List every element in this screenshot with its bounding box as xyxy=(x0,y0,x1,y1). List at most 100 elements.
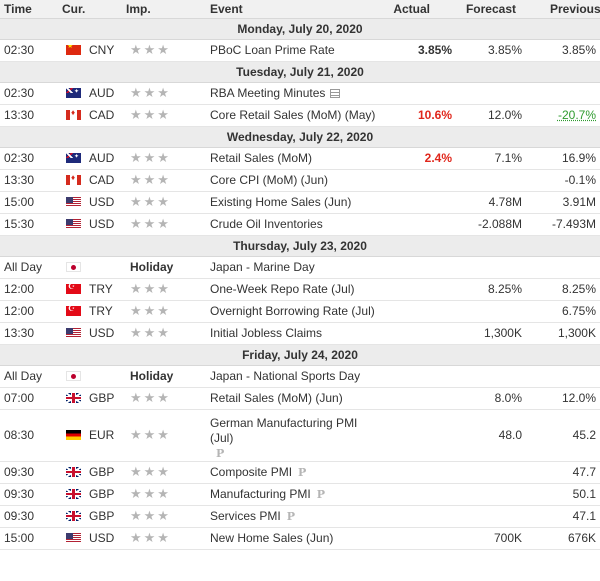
event-row[interactable]: 13:30 CAD ★★★ Core Retail Sales (MoM) (May)… xyxy=(0,104,600,127)
event-forecast xyxy=(456,365,526,388)
event-row[interactable]: 09:30 GBP ★★★ Composite PMI P 47.7 xyxy=(0,461,600,484)
event-name-cell[interactable]: New Home Sales (Jun) xyxy=(206,527,386,550)
event-name[interactable]: Overnight Borrowing Rate (Jul) xyxy=(210,304,375,318)
event-name-cell[interactable]: Japan - Marine Day xyxy=(206,256,386,279)
event-name-cell[interactable]: Japan - National Sports Day xyxy=(206,365,386,388)
event-importance-cell: ★★★ xyxy=(122,191,206,214)
col-header-previous[interactable]: Previous xyxy=(526,0,600,19)
importance-star-icon: ★★★ xyxy=(130,172,171,187)
event-name[interactable]: Retail Sales (MoM) xyxy=(210,151,313,165)
event-row[interactable]: 15:00 USD ★★★ Existing Home Sales (Jun) 4.78… xyxy=(0,191,600,214)
event-actual xyxy=(386,483,456,506)
event-row[interactable]: 02:30 AUD ★★★ RBA Meeting Minutes xyxy=(0,82,600,105)
event-previous: -7.493M xyxy=(551,217,596,231)
event-name-cell[interactable]: Core CPI (MoM) (Jun) xyxy=(206,169,386,192)
event-previous-cell: 47.7 xyxy=(526,461,600,484)
event-forecast: 8.0% xyxy=(456,387,526,410)
event-name-cell[interactable]: Manufacturing PMI P xyxy=(206,483,386,506)
event-name-cell[interactable]: Core Retail Sales (MoM) (May) xyxy=(206,104,386,127)
event-name[interactable]: Core CPI (MoM) (Jun) xyxy=(210,173,329,187)
event-row[interactable]: All Day Holiday Japan - National Sports Da… xyxy=(0,365,600,388)
event-name[interactable]: One-Week Repo Rate (Jul) xyxy=(210,282,355,296)
event-name[interactable]: New Home Sales (Jun) xyxy=(210,531,334,545)
event-name[interactable]: German Manufacturing PMI (Jul) xyxy=(210,415,358,445)
importance-star-icon: ★★★ xyxy=(130,281,171,296)
event-time: 02:30 xyxy=(0,82,58,105)
event-name-cell[interactable]: Services PMI P xyxy=(206,505,386,528)
au-flag-icon xyxy=(66,153,81,163)
importance-star-icon: ★★★ xyxy=(130,464,171,479)
event-row[interactable]: 13:30 USD ★★★ Initial Jobless Claims 1,300K 1… xyxy=(0,322,600,345)
event-time: 13:30 xyxy=(0,169,58,192)
event-name[interactable]: PBoC Loan Prime Rate xyxy=(210,43,335,57)
importance-star-icon: ★★★ xyxy=(130,325,171,340)
day-header-row: Monday, July 20, 2020 xyxy=(0,18,600,40)
event-importance-cell: ★★★ xyxy=(122,483,206,506)
event-currency: GBP xyxy=(89,465,115,479)
event-name-cell[interactable]: Overnight Borrowing Rate (Jul) xyxy=(206,300,386,323)
col-header-time[interactable]: Time xyxy=(0,0,58,19)
event-name-cell[interactable]: Initial Jobless Claims xyxy=(206,322,386,345)
event-row[interactable]: 12:00 TRY ★★★ Overnight Borrowing Rate (Jul… xyxy=(0,300,600,323)
event-forecast: 4.78M xyxy=(456,191,526,214)
event-name[interactable]: Retail Sales (MoM) (Jun) xyxy=(210,391,343,405)
event-name[interactable]: Japan - Marine Day xyxy=(210,260,315,274)
event-name-cell[interactable]: One-Week Repo Rate (Jul) xyxy=(206,278,386,301)
importance-star-icon: ★★★ xyxy=(130,150,171,165)
col-header-event[interactable]: Event xyxy=(206,0,386,19)
event-previous-cell: 1,300K xyxy=(526,322,600,345)
event-row[interactable]: 15:30 USD ★★★ Crude Oil Inventories -2.088M -… xyxy=(0,213,600,236)
us-flag-icon xyxy=(66,328,81,338)
event-forecast: 3.85% xyxy=(456,39,526,62)
event-name[interactable]: Core Retail Sales (MoM) (May) xyxy=(210,108,376,122)
ca-flag-icon xyxy=(66,110,81,120)
event-row[interactable]: 13:30 CAD ★★★ Core CPI (MoM) (Jun) -0.1% xyxy=(0,169,600,192)
event-previous-cell xyxy=(526,365,600,388)
event-currency: GBP xyxy=(89,509,115,523)
event-name-cell[interactable]: German Manufacturing PMI (Jul) P xyxy=(206,409,386,462)
event-currency: CAD xyxy=(89,108,115,122)
day-header-row: Friday, July 24, 2020 xyxy=(0,344,600,366)
event-row[interactable]: 02:30CNY★★★PBoC Loan Prime Rate3.85%3.85… xyxy=(0,39,600,62)
col-header-importance[interactable]: Imp. xyxy=(122,0,206,19)
event-name-cell[interactable]: Retail Sales (MoM) (Jun) xyxy=(206,387,386,410)
col-header-actual[interactable]: Actual xyxy=(386,0,456,19)
col-header-forecast[interactable]: Forecast xyxy=(456,0,526,19)
tr-flag-icon xyxy=(66,306,81,316)
col-header-currency[interactable]: Cur. xyxy=(58,0,122,19)
event-name-cell[interactable]: RBA Meeting Minutes xyxy=(206,82,386,105)
event-name[interactable]: RBA Meeting Minutes xyxy=(210,86,326,100)
event-row[interactable]: 07:00 GBP ★★★ Retail Sales (MoM) (Jun) 8.0% 1… xyxy=(0,387,600,410)
event-name[interactable]: Manufacturing PMI xyxy=(210,487,311,501)
event-row[interactable]: 09:30 GBP ★★★ Manufacturing PMI P 50.1 xyxy=(0,483,600,506)
event-name-cell[interactable]: Retail Sales (MoM) xyxy=(206,147,386,170)
event-previous: 3.91M xyxy=(562,195,596,209)
event-name-cell[interactable]: Crude Oil Inventories xyxy=(206,213,386,236)
event-time: All Day xyxy=(0,256,58,279)
event-currency-cell: EUR xyxy=(58,409,122,462)
event-name[interactable]: Crude Oil Inventories xyxy=(210,217,323,231)
event-previous-cell: 50.1 xyxy=(526,483,600,506)
event-row[interactable]: All Day Holiday Japan - Marine Day xyxy=(0,256,600,279)
event-name[interactable]: Existing Home Sales (Jun) xyxy=(210,195,352,209)
event-row[interactable]: 08:30 EUR ★★★ German Manufacturing PMI (Jul… xyxy=(0,409,600,462)
event-name-cell[interactable]: Existing Home Sales (Jun) xyxy=(206,191,386,214)
event-name[interactable]: Japan - National Sports Day xyxy=(210,369,361,383)
document-icon[interactable] xyxy=(330,89,341,98)
event-row[interactable]: 15:00 USD ★★★ New Home Sales (Jun) 700K 676K xyxy=(0,527,600,550)
event-name[interactable]: Composite PMI xyxy=(210,465,293,479)
event-importance-cell: ★★★ xyxy=(122,39,206,62)
event-time: All Day xyxy=(0,365,58,388)
event-row[interactable]: 09:30 GBP ★★★ Services PMI P 47.1 xyxy=(0,505,600,528)
event-currency-cell: GBP xyxy=(58,387,122,410)
event-name[interactable]: Initial Jobless Claims xyxy=(210,326,323,340)
event-currency-cell: AUD xyxy=(58,147,122,170)
event-name-cell[interactable]: Composite PMI P xyxy=(206,461,386,484)
event-forecast xyxy=(456,483,526,506)
event-importance-cell: ★★★ xyxy=(122,169,206,192)
event-actual xyxy=(386,527,456,550)
event-name[interactable]: Services PMI xyxy=(210,509,281,523)
event-row[interactable]: 02:30 AUD ★★★ Retail Sales (MoM) 2.4%7.1% 16.… xyxy=(0,147,600,170)
event-row[interactable]: 12:00 TRY ★★★ One-Week Repo Rate (Jul) 8.25%… xyxy=(0,278,600,301)
event-name-cell[interactable]: PBoC Loan Prime Rate xyxy=(206,39,386,62)
